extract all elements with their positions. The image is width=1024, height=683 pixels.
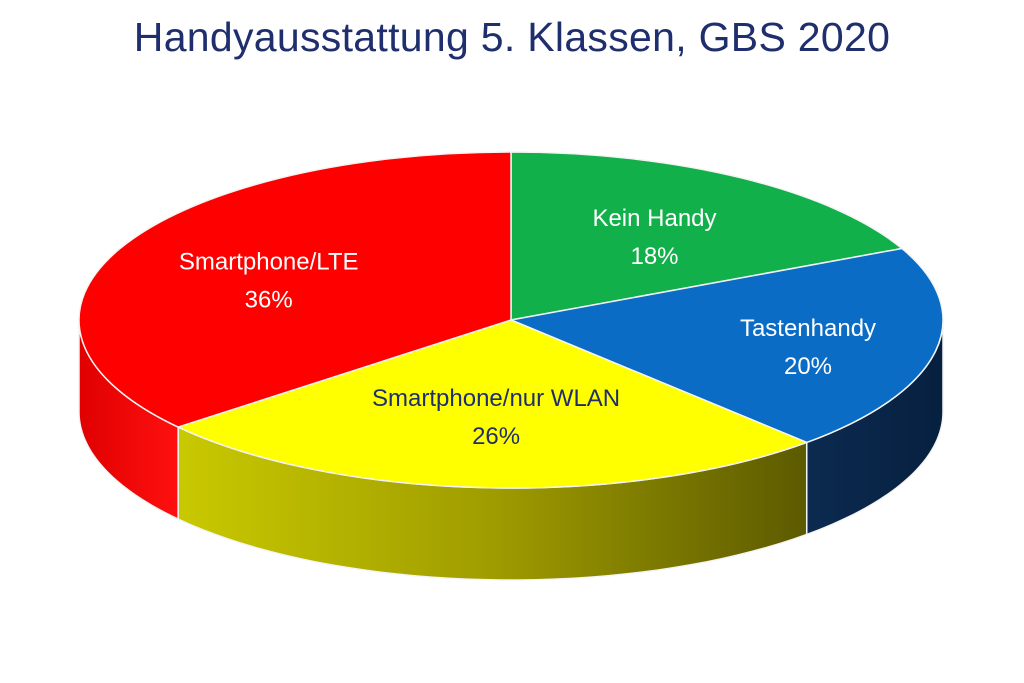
pie-slice-smartphone-lte [78,151,512,428]
slice-category-label: Tastenhandy [740,315,876,342]
pie-label-kein-handy: Kein Handy 18% [592,205,716,270]
slice-category-label: Smartphone/nur WLAN [372,385,620,412]
slice-category-label: Smartphone/LTE [179,249,359,276]
slice-value-label: 26% [472,423,520,450]
pie-label-smartphone-lte: Smartphone/LTE 36% [179,249,359,314]
pie-side-walls [78,319,944,581]
pie-label-tastenhandy: Tastenhandy 20% [740,315,876,380]
pie-slice-kein-handy [510,151,903,321]
slice-category-label: Kein Handy [592,205,716,232]
chart-title: Handyausstattung 5. Klassen, GBS 2020 [133,14,891,60]
pie-slice-smartphone-nur-wlan [177,319,808,489]
slice-value-label: 36% [245,287,293,314]
pie-slice-tastenhandy [510,247,944,444]
pie-top-faces [78,151,944,489]
slice-value-label: 20% [784,353,832,380]
pie-label-smartphone-nur-wlan: Smartphone/nur WLAN 26% [372,385,620,450]
slice-value-label: 18% [630,243,678,270]
pie-labels: Kein Handy 18% Tastenhandy 20% Smartphone/nu… [179,205,876,450]
